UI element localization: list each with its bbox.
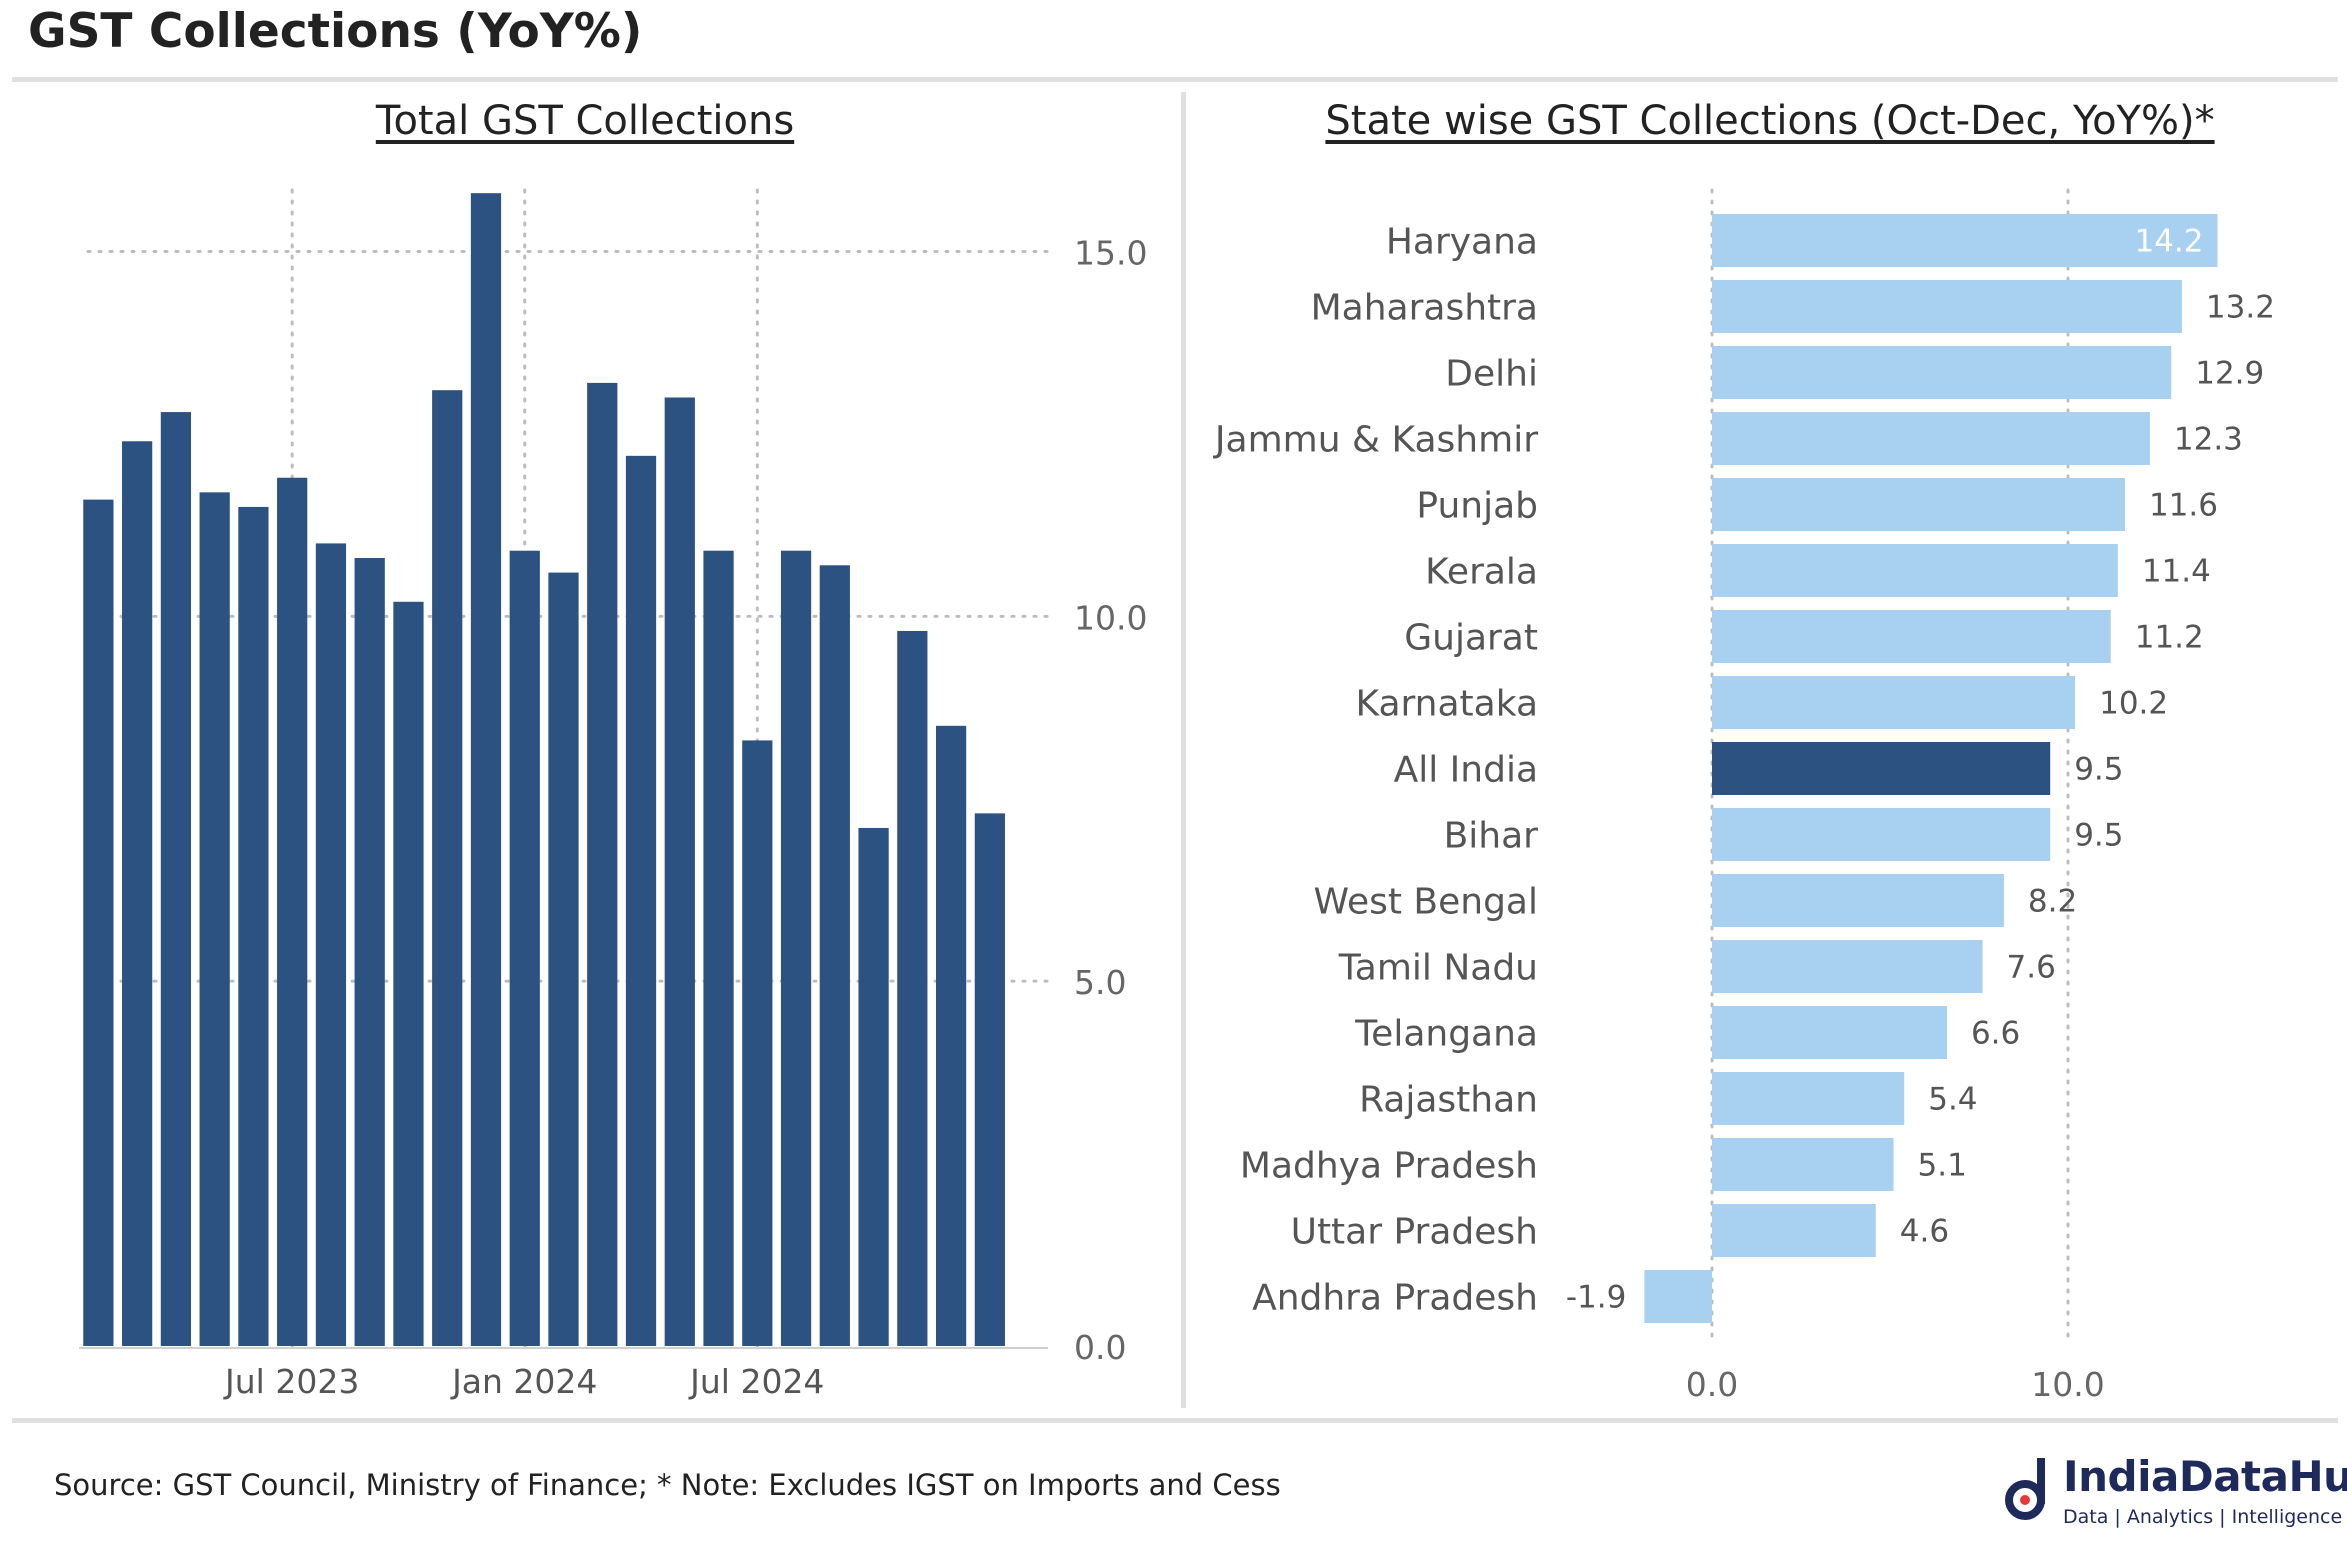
category-label: Bihar	[1444, 816, 1539, 857]
bar	[1712, 478, 2125, 531]
data-label: 11.4	[2142, 554, 2211, 590]
data-label: 9.5	[2074, 818, 2123, 854]
data-label: 13.2	[2206, 290, 2275, 326]
bar	[277, 477, 308, 1347]
bar	[974, 813, 1005, 1346]
data-label: 5.4	[1928, 1082, 1977, 1118]
bar	[1712, 214, 2218, 267]
y-tick-label: 15.0	[1074, 234, 1147, 273]
category-label: Delhi	[1445, 354, 1538, 395]
x-tick-label: 0.0	[1686, 1365, 1738, 1404]
data-label: 9.5	[2074, 752, 2123, 788]
logo-name: IndiaDataHub	[2063, 1452, 2347, 1501]
bar	[1712, 1072, 1905, 1125]
bar	[509, 550, 540, 1346]
data-label: 12.9	[2195, 356, 2264, 392]
category-label: Gujarat	[1404, 618, 1538, 659]
category-label: Tamil Nadu	[1338, 948, 1538, 989]
data-label: 6.6	[1971, 1016, 2020, 1052]
bar	[548, 572, 579, 1346]
bar	[432, 390, 463, 1346]
data-label: 11.6	[2149, 488, 2218, 524]
data-label: 5.1	[1918, 1148, 1967, 1184]
bar	[1712, 808, 2051, 861]
bar	[83, 499, 114, 1346]
bar	[1644, 1270, 1712, 1323]
category-label: Madhya Pradesh	[1240, 1146, 1538, 1187]
category-label: All India	[1394, 750, 1538, 791]
x-tick-label: Jul 2023	[223, 1362, 359, 1401]
bar	[819, 565, 850, 1346]
bar	[393, 601, 424, 1346]
y-tick-label: 5.0	[1074, 963, 1126, 1002]
footer-divider	[12, 1418, 2338, 1423]
logo-icon	[2005, 1458, 2045, 1520]
bar	[858, 827, 889, 1346]
bar	[1712, 874, 2004, 927]
y-tick-label: 0.0	[1074, 1328, 1126, 1367]
x-tick-label: Jul 2024	[688, 1362, 824, 1401]
category-label: Karnataka	[1355, 684, 1538, 725]
state-gst-chart: 0.0 10.0 Haryana 14.2 Maharashtra 13.2 Delhi 12…	[1213, 188, 2275, 1404]
bar	[1712, 1006, 1947, 1059]
data-label: -1.9	[1566, 1280, 1627, 1316]
data-label: 4.6	[1900, 1214, 1949, 1250]
right-chart-title: State wise GST Collections (Oct-Dec, YoY…	[1325, 98, 2215, 144]
bar	[587, 382, 618, 1346]
logo-tagline: Data | Analytics | Intelligence	[2063, 1506, 2343, 1528]
category-label: Telangana	[1354, 1014, 1538, 1055]
data-label: 10.2	[2099, 686, 2168, 722]
panel-divider	[1181, 92, 1186, 1408]
category-label: Rajasthan	[1359, 1080, 1538, 1121]
data-label: 7.6	[2007, 950, 2056, 986]
left-chart-title: Total GST Collections	[375, 98, 795, 144]
bar	[625, 455, 657, 1347]
footer-source: Source: GST Council, Ministry of Finance…	[54, 1468, 1281, 1502]
bar	[780, 550, 812, 1346]
bar	[122, 441, 153, 1346]
category-label: Maharashtra	[1311, 288, 1538, 329]
bar	[315, 543, 347, 1346]
bar	[1712, 940, 1983, 993]
y-tick-label: 10.0	[1074, 598, 1147, 637]
bar	[354, 558, 385, 1346]
bar	[742, 740, 773, 1346]
bar	[664, 397, 695, 1347]
x-tick-label: 10.0	[2031, 1365, 2104, 1404]
x-tick-label: Jan 2024	[450, 1362, 597, 1401]
category-label: West Bengal	[1313, 882, 1538, 923]
bar	[1712, 412, 2150, 465]
bar	[1712, 1138, 1894, 1191]
data-label: 14.2	[2134, 224, 2203, 260]
bar	[1712, 610, 2111, 663]
bar	[935, 725, 967, 1346]
category-label: Haryana	[1386, 222, 1538, 263]
bar	[238, 506, 269, 1347]
category-label: Punjab	[1416, 486, 1538, 527]
category-label: Kerala	[1425, 552, 1538, 593]
bar	[703, 550, 734, 1346]
bar	[1712, 346, 2172, 399]
logo: IndiaDataHub Data | Analytics | Intellig…	[2003, 1452, 2347, 1532]
header-divider	[12, 77, 2338, 82]
page-title: GST Collections (YoY%)	[28, 4, 643, 59]
bar	[1712, 544, 2118, 597]
category-label: Uttar Pradesh	[1291, 1212, 1538, 1253]
total-gst-chart: 0.0 5.0 10.0 15.0 Jul 2023 Jan 2024 Jul 2024	[79, 188, 1147, 1401]
data-label: 11.2	[2135, 620, 2204, 656]
bar	[1712, 1204, 1876, 1257]
data-label: 12.3	[2174, 422, 2243, 458]
bar	[1712, 676, 2076, 729]
bar	[160, 412, 192, 1346]
category-label: Andhra Pradesh	[1252, 1278, 1538, 1319]
bar	[199, 492, 230, 1346]
bar	[1712, 280, 2182, 333]
bar	[470, 193, 502, 1346]
bar	[1712, 742, 2051, 795]
data-label: 8.2	[2028, 884, 2077, 920]
bar	[897, 630, 928, 1346]
category-label: Jammu & Kashmir	[1213, 420, 1538, 461]
